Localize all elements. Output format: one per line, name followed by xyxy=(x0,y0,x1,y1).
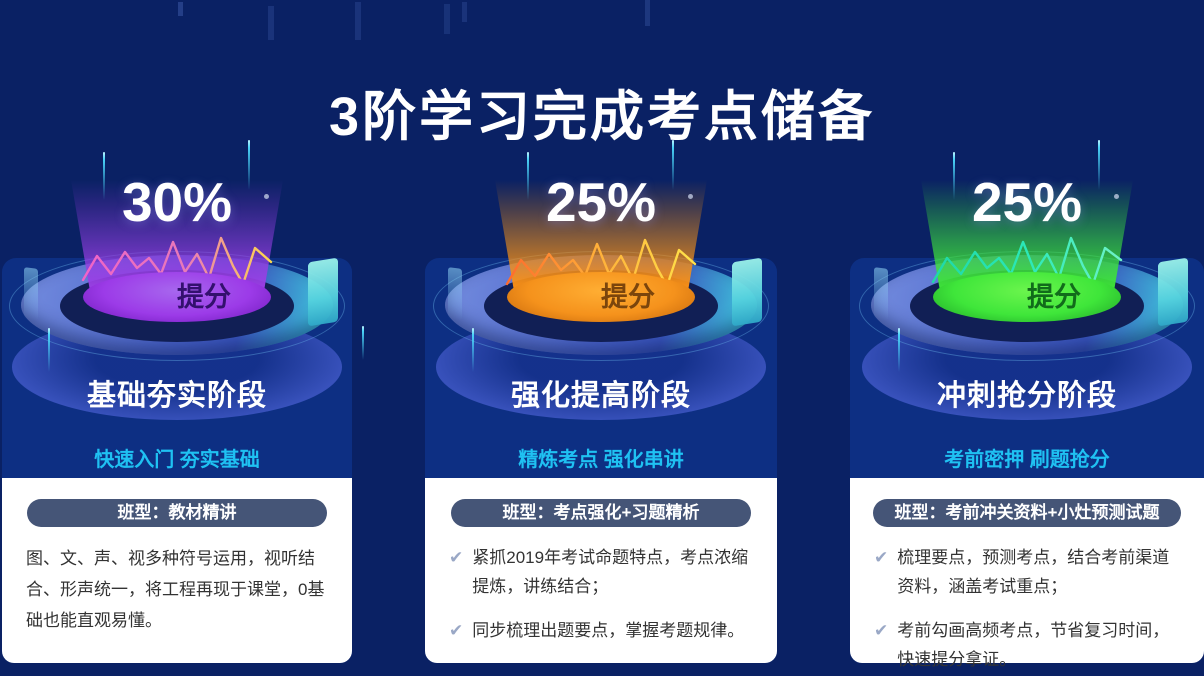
stage-tagline: 精炼考点 强化串讲 xyxy=(518,449,684,471)
class-type-pill: 班型：教材精讲 xyxy=(27,499,327,527)
decor-bar xyxy=(462,2,467,22)
class-card: 班型：考前冲关资料+小灶预测试题 ✔ 梳理要点，预测考点，结合考前渠道资料，涵盖… xyxy=(850,478,1204,669)
stage-name: 冲刺抢分阶段 xyxy=(936,380,1117,412)
sail-accent-right xyxy=(732,257,762,327)
light-streak xyxy=(672,140,674,190)
class-point: 图、文、声、视多种符号运用，视听结合、形声统一，将工程再现于课堂，0基础也能直观… xyxy=(26,549,325,630)
check-icon: ✔ xyxy=(449,548,464,567)
sail-accent-left xyxy=(448,267,462,321)
boost-cylinder-cap: 提分 xyxy=(83,272,271,322)
podium-illustration: 提分 25% xyxy=(426,140,776,440)
stage-column-1: 提分 30% 基础夯实阶段 快速入门 夯实基础 班型：教材精讲 图、文、声、视多… xyxy=(2,0,352,676)
check-icon: ✔ xyxy=(874,621,889,640)
sail-accent-left xyxy=(24,267,38,321)
decor-bar xyxy=(355,2,361,40)
sail-accent-right xyxy=(1158,257,1188,327)
light-streak xyxy=(248,140,250,190)
class-point: ✔ 梳理要点，预测考点，结合考前渠道资料，涵盖考试重点； xyxy=(874,543,1184,601)
percent-label: 30% xyxy=(121,171,233,233)
class-point: ✔ 同步梳理出题要点，掌握考题规律。 xyxy=(449,616,757,645)
check-icon: ✔ xyxy=(449,621,464,640)
trend-line-icon xyxy=(81,236,273,286)
light-streak xyxy=(472,328,474,372)
class-point: ✔ 紧抓2019年考试命题特点，考点浓缩提炼，讲练结合； xyxy=(449,543,757,601)
stage-tagline: 考前密押 刷题抢分 xyxy=(944,449,1110,471)
light-streak xyxy=(898,328,900,372)
page-title: 3阶学习完成考点储备 xyxy=(328,87,876,148)
light-streak xyxy=(1098,140,1100,190)
stage-name: 基础夯实阶段 xyxy=(86,380,267,412)
light-streak xyxy=(527,152,529,200)
stage-column-2: 提分 25% 强化提高阶段 精炼考点 强化串讲 班型：考点强化+习题精析 ✔ 紧… xyxy=(425,0,777,676)
stage-column-3: 提分 25% 冲刺抢分阶段 考前密押 刷题抢分 班型：考前冲关资料+小灶预测试题… xyxy=(850,0,1204,676)
class-card: 班型：教材精讲 图、文、声、视多种符号运用，视听结合、形声统一，将工程再现于课堂… xyxy=(2,478,352,663)
podium-illustration: 提分 30% xyxy=(2,140,352,440)
percent-label: 25% xyxy=(971,171,1083,233)
light-streak xyxy=(48,328,50,372)
boost-label: 提分 xyxy=(1027,282,1081,312)
light-streak xyxy=(103,152,105,200)
podium-illustration: 提分 25% xyxy=(852,140,1202,440)
glow-dot xyxy=(1114,194,1119,199)
decor-bar xyxy=(268,6,274,40)
class-point: ✔ 考前勾画高频考点，节省复习时间，快速提分拿证。 xyxy=(874,616,1184,674)
sail-accent-right xyxy=(308,257,338,327)
percent-label: 25% xyxy=(545,171,657,233)
trend-line-icon xyxy=(931,236,1123,286)
glow-dot xyxy=(264,194,269,199)
boost-cylinder-cap: 提分 xyxy=(507,272,695,322)
class-card: 班型：考点强化+习题精析 ✔ 紧抓2019年考试命题特点，考点浓缩提炼，讲练结合… xyxy=(425,478,777,663)
boost-label: 提分 xyxy=(177,282,231,312)
stage-name: 强化提高阶段 xyxy=(510,380,691,412)
glow-dot xyxy=(688,194,693,199)
class-type-pill: 班型：考前冲关资料+小灶预测试题 xyxy=(872,499,1182,527)
boost-label: 提分 xyxy=(601,282,655,312)
class-type-pill: 班型：考点强化+习题精析 xyxy=(451,499,751,527)
boost-cylinder-cap: 提分 xyxy=(933,272,1121,322)
decor-bar xyxy=(178,2,183,16)
check-icon: ✔ xyxy=(874,548,889,567)
decor-bar xyxy=(645,0,650,26)
decor-bar xyxy=(444,4,450,34)
light-streak xyxy=(953,152,955,200)
light-streak xyxy=(362,326,364,360)
sail-accent-left xyxy=(874,267,888,321)
stage-tagline: 快速入门 夯实基础 xyxy=(94,449,260,471)
